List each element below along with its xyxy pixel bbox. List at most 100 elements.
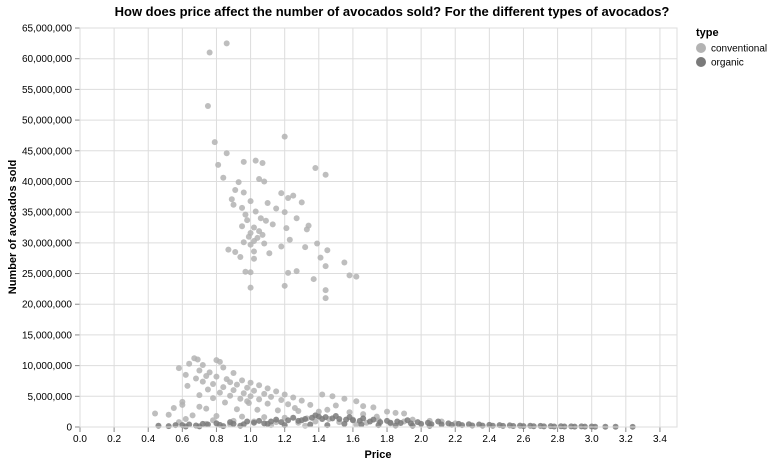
data-point-conventional [215, 161, 222, 168]
data-point-organic [435, 418, 442, 425]
x-tick-label: 1.0 [244, 434, 258, 445]
y-tick-label: 65,000,000 [22, 24, 72, 35]
data-point-organic [568, 423, 575, 430]
data-point-conventional [186, 360, 193, 367]
data-point-conventional [239, 413, 246, 420]
data-point-conventional [312, 164, 319, 171]
data-point-organic [476, 421, 483, 428]
data-point-conventional [324, 406, 331, 413]
data-point-conventional [170, 404, 177, 411]
data-point-conventional [250, 387, 257, 394]
data-point-conventional [223, 150, 230, 157]
data-point-conventional [261, 414, 268, 421]
data-point-organic [404, 417, 411, 424]
data-point-organic [237, 422, 244, 429]
data-point-organic [341, 420, 348, 427]
data-point-conventional [293, 215, 300, 222]
data-point-conventional [298, 397, 305, 404]
data-point-organic [578, 423, 585, 430]
x-axis-title: Price [365, 449, 392, 461]
legend-label-organic: organic [711, 58, 744, 69]
data-point-conventional [303, 226, 310, 233]
data-point-conventional [210, 395, 217, 402]
data-point-organic [370, 416, 377, 423]
y-tick-label: 55,000,000 [22, 85, 72, 96]
data-point-conventional [182, 416, 189, 423]
data-point-conventional [278, 243, 285, 250]
data-point-conventional [264, 199, 271, 206]
x-tick-label: 3.4 [653, 434, 667, 445]
data-point-conventional [240, 239, 247, 246]
data-point-organic [547, 423, 554, 430]
grid-lines [79, 27, 677, 428]
data-point-conventional [322, 287, 329, 294]
data-point-organic [537, 422, 544, 429]
data-point-conventional [250, 255, 257, 262]
data-point-conventional [230, 201, 237, 208]
data-point-organic [455, 420, 462, 427]
data-point-conventional [228, 196, 235, 203]
data-point-conventional [281, 209, 288, 216]
data-point-conventional [196, 403, 203, 410]
data-point-organic [392, 422, 399, 429]
data-point-organic [213, 420, 220, 427]
data-point-conventional [262, 217, 269, 224]
data-point-organic [312, 412, 319, 419]
data-point-conventional [192, 375, 199, 382]
data-point-organic [558, 423, 565, 430]
data-point-conventional [239, 377, 246, 384]
data-point-conventional [332, 402, 339, 409]
data-point-organic [290, 414, 297, 421]
data-point-conventional [247, 269, 254, 276]
data-point-organic [250, 419, 257, 426]
data-point-conventional [252, 208, 259, 215]
data-point-conventional [261, 390, 268, 397]
data-point-conventional [179, 401, 186, 408]
series-conventional [152, 40, 459, 429]
data-point-conventional [216, 389, 223, 396]
data-point-conventional [244, 384, 251, 391]
data-point-conventional [244, 217, 251, 224]
data-point-conventional [210, 381, 217, 388]
legend-title: type [696, 27, 719, 39]
data-point-organic [332, 412, 339, 419]
data-point-organic [506, 422, 513, 429]
data-point-organic [517, 422, 524, 429]
data-point-conventional [230, 369, 237, 376]
y-tick-label: 35,000,000 [22, 208, 72, 219]
x-tick-label: 0.8 [210, 434, 224, 445]
data-point-organic [273, 416, 280, 423]
data-point-conventional [317, 254, 324, 261]
data-point-conventional [322, 295, 329, 302]
data-point-conventional [322, 263, 329, 270]
data-point-conventional [324, 247, 331, 254]
legend: type conventional organic [696, 27, 767, 69]
x-tick-label: 1.4 [312, 434, 326, 445]
data-point-conventional [256, 382, 263, 389]
x-tick-label: 3.0 [585, 434, 599, 445]
data-point-organic [165, 423, 172, 430]
data-point-conventional [298, 199, 305, 206]
data-point-conventional [232, 249, 239, 256]
y-tick-label: 60,000,000 [22, 54, 72, 65]
x-tick-label: 2.4 [482, 434, 496, 445]
data-point-conventional [239, 223, 246, 230]
data-point-organic [155, 422, 162, 429]
data-point-conventional [199, 362, 206, 369]
y-tick-label: 40,000,000 [22, 177, 72, 188]
data-point-conventional [189, 412, 196, 419]
data-point-conventional [254, 406, 261, 413]
data-point-conventional [204, 102, 211, 109]
data-point-conventional [319, 391, 326, 398]
data-point-conventional [346, 409, 353, 416]
data-point-conventional [240, 189, 247, 196]
data-point-conventional [175, 365, 182, 372]
data-point-conventional [242, 268, 249, 275]
data-point-organic [426, 422, 433, 429]
data-point-conventional [290, 394, 297, 401]
y-tick-label: 5,000,000 [28, 392, 73, 403]
data-point-conventional [310, 276, 317, 283]
data-point-organic [298, 417, 305, 424]
data-point-conventional [314, 240, 321, 247]
data-point-organic [486, 421, 493, 428]
